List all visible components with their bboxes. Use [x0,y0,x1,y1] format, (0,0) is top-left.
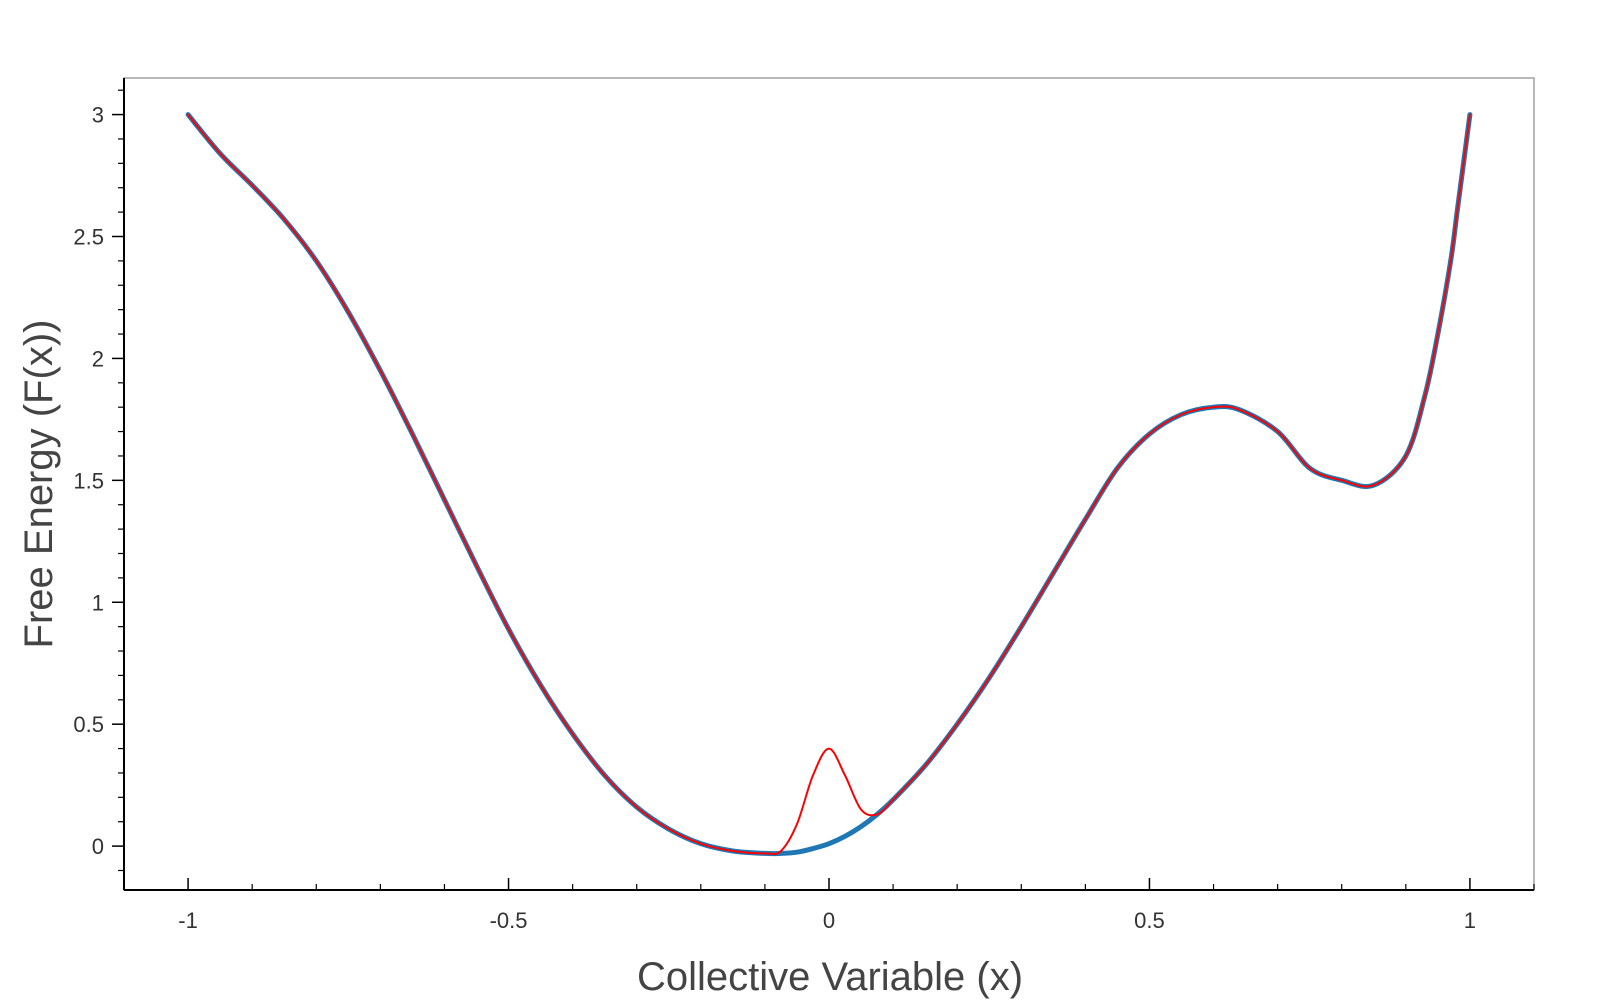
series-group [185,112,1473,857]
y-tick-label: 2 [92,346,104,371]
y-tick-label: 0 [92,834,104,859]
y-tick-label: 2.5 [73,224,104,249]
y-tick-label: 1.5 [73,468,104,493]
y-axis-title: Free Energy (F(x)) [17,320,61,649]
x-tick-label: 0.5 [1134,908,1165,933]
x-tick-label: 1 [1464,908,1476,933]
x-tick-label: -0.5 [490,908,528,933]
series-line-red [187,113,1471,856]
tick-labels: -1 -0.5 0 0.5 1 0 0.5 1 1.5 2 2.5 3 [73,103,1476,933]
y-tick-label: 3 [92,103,104,128]
x-axis-title: Collective Variable (x) [637,955,1023,999]
x-tick-label: 0 [823,908,835,933]
y-tick-label: 1 [92,590,104,615]
y-tick-label: 0.5 [73,712,104,737]
axis-ticks [112,89,1535,890]
x-tick-label: -1 [178,908,198,933]
